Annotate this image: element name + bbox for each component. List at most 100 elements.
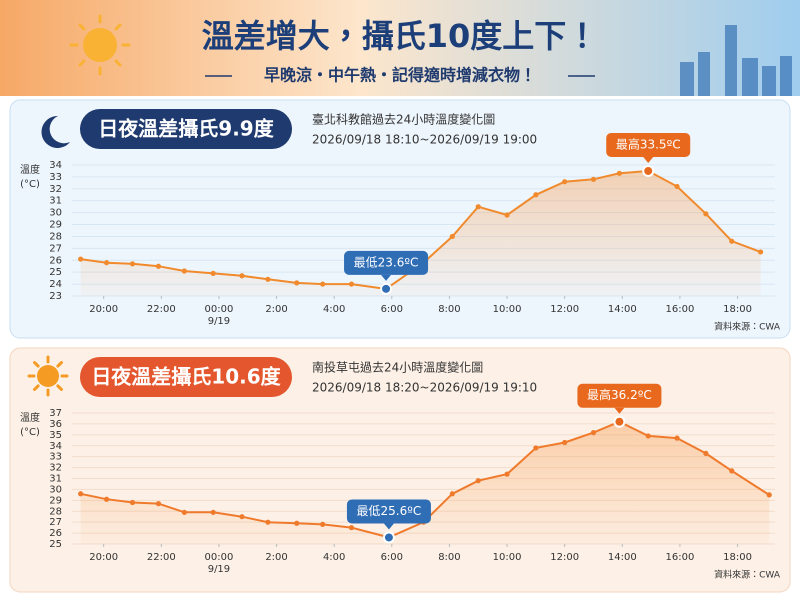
- point: [766, 492, 772, 498]
- y-tick-label: 33: [49, 172, 62, 183]
- callout-pointer: [383, 523, 394, 530]
- point: [129, 261, 136, 267]
- highlight-point: [380, 282, 393, 295]
- y-tick-label: 31: [49, 474, 62, 485]
- skyline: [680, 25, 792, 96]
- date-label: 9/19: [208, 564, 230, 575]
- y-tick-label: 28: [49, 231, 62, 242]
- point: [294, 280, 300, 286]
- x-tick-label: 16:00: [666, 552, 695, 563]
- highlight-point: [382, 531, 395, 544]
- point: [504, 471, 510, 477]
- x-tick-label: 8:00: [438, 304, 460, 315]
- point: [590, 430, 597, 436]
- y-tick-label: 27: [49, 517, 62, 528]
- point: [348, 525, 355, 531]
- point: [616, 170, 623, 176]
- x-tick-label: 6:00: [381, 552, 403, 563]
- x-tick-label: 10:00: [493, 304, 522, 315]
- callout-box: [606, 132, 691, 157]
- callout-box: [577, 383, 662, 408]
- sun-icon: [69, 14, 131, 76]
- chart-subtitle: 臺北科教館過去24小時溫度變化圖: [312, 112, 495, 127]
- point: [78, 491, 84, 497]
- moon-icon: [41, 115, 70, 148]
- chart-period: 2026/09/18 18:20~2026/09/19 19:10: [312, 381, 537, 395]
- header-band: [0, 0, 800, 96]
- x-tick-label: 20:00: [89, 552, 118, 563]
- point: [475, 204, 481, 210]
- callout-label: 最低25.6ºC: [357, 503, 422, 518]
- chart-subtitle: 南投草屯過去24小時溫度變化圖: [312, 360, 483, 375]
- point: [757, 249, 764, 255]
- x-tick-label: 20:00: [89, 304, 118, 315]
- source-note: 資料來源：CWA: [714, 569, 781, 581]
- callout-label: 最高36.2ºC: [587, 387, 652, 402]
- x-tick-label: 4:00: [323, 552, 345, 563]
- point: [294, 520, 300, 526]
- x-tick-label: 16:00: [666, 304, 695, 315]
- y-tick-label: 25: [49, 267, 62, 278]
- badge-title: 日夜溫差攝氏9.9度: [98, 117, 274, 141]
- point: [320, 281, 326, 287]
- y-axis-label: (°C): [20, 179, 40, 190]
- point: [155, 263, 162, 269]
- point: [703, 211, 709, 217]
- y-tick-label: 32: [49, 463, 62, 474]
- point: [449, 491, 455, 497]
- point: [674, 183, 680, 190]
- area: [80, 171, 761, 296]
- y-tick-label: 26: [49, 255, 62, 266]
- point: [533, 192, 539, 198]
- point: [729, 238, 735, 244]
- point: [590, 176, 597, 182]
- highlight-point: [642, 164, 655, 177]
- point: [265, 276, 271, 282]
- x-tick-label: 14:00: [608, 552, 637, 563]
- point: [504, 212, 510, 218]
- x-tick-label: 00:00: [205, 552, 234, 563]
- y-tick-label: 34: [49, 160, 62, 171]
- y-tick-label: 25: [49, 539, 62, 550]
- point: [348, 281, 355, 287]
- y-tick-label: 27: [49, 243, 62, 254]
- sun-ray: [33, 384, 40, 391]
- x-tick-label: 12:00: [550, 552, 579, 563]
- source-note: 資料來源：CWA: [714, 321, 781, 333]
- y-tick-label: 35: [49, 430, 62, 441]
- highlight-point: [613, 415, 626, 428]
- point: [703, 450, 709, 456]
- y-tick-label: 29: [49, 220, 62, 231]
- y-axis-label: 溫度: [20, 163, 40, 176]
- y-tick-label: 32: [49, 184, 62, 195]
- y-tick-label: 26: [49, 528, 62, 539]
- x-tick-label: 10:00: [493, 552, 522, 563]
- date-label: 9/19: [208, 316, 230, 327]
- y-tick-label: 34: [49, 441, 62, 452]
- y-tick-label: 28: [49, 506, 62, 517]
- callout-label: 最低23.6ºC: [354, 254, 419, 269]
- chart-period: 2026/09/18 18:10~2026/09/19 19:00: [312, 133, 537, 147]
- sun-icon: [37, 365, 59, 387]
- x-tick-label: 4:00: [323, 304, 345, 315]
- point: [181, 509, 187, 515]
- y-tick-label: 37: [49, 408, 62, 419]
- point: [320, 521, 326, 527]
- callout-box: [346, 499, 431, 524]
- x-tick-label: 6:00: [381, 304, 403, 315]
- point: [239, 273, 245, 279]
- badge: [80, 357, 292, 397]
- y-tick-label: 24: [49, 279, 62, 290]
- point: [78, 256, 84, 262]
- callout-pointer: [614, 407, 625, 414]
- point: [475, 478, 481, 484]
- x-tick-label: 18:00: [723, 552, 752, 563]
- header-title: 溫差增大，攝氏10度上下！: [202, 17, 599, 55]
- badge: [80, 109, 292, 149]
- y-axis-label: (°C): [20, 427, 40, 438]
- point: [239, 514, 245, 520]
- callout-pointer: [381, 274, 392, 281]
- x-tick-label: 2:00: [265, 304, 287, 315]
- x-tick-label: 2:00: [265, 552, 287, 563]
